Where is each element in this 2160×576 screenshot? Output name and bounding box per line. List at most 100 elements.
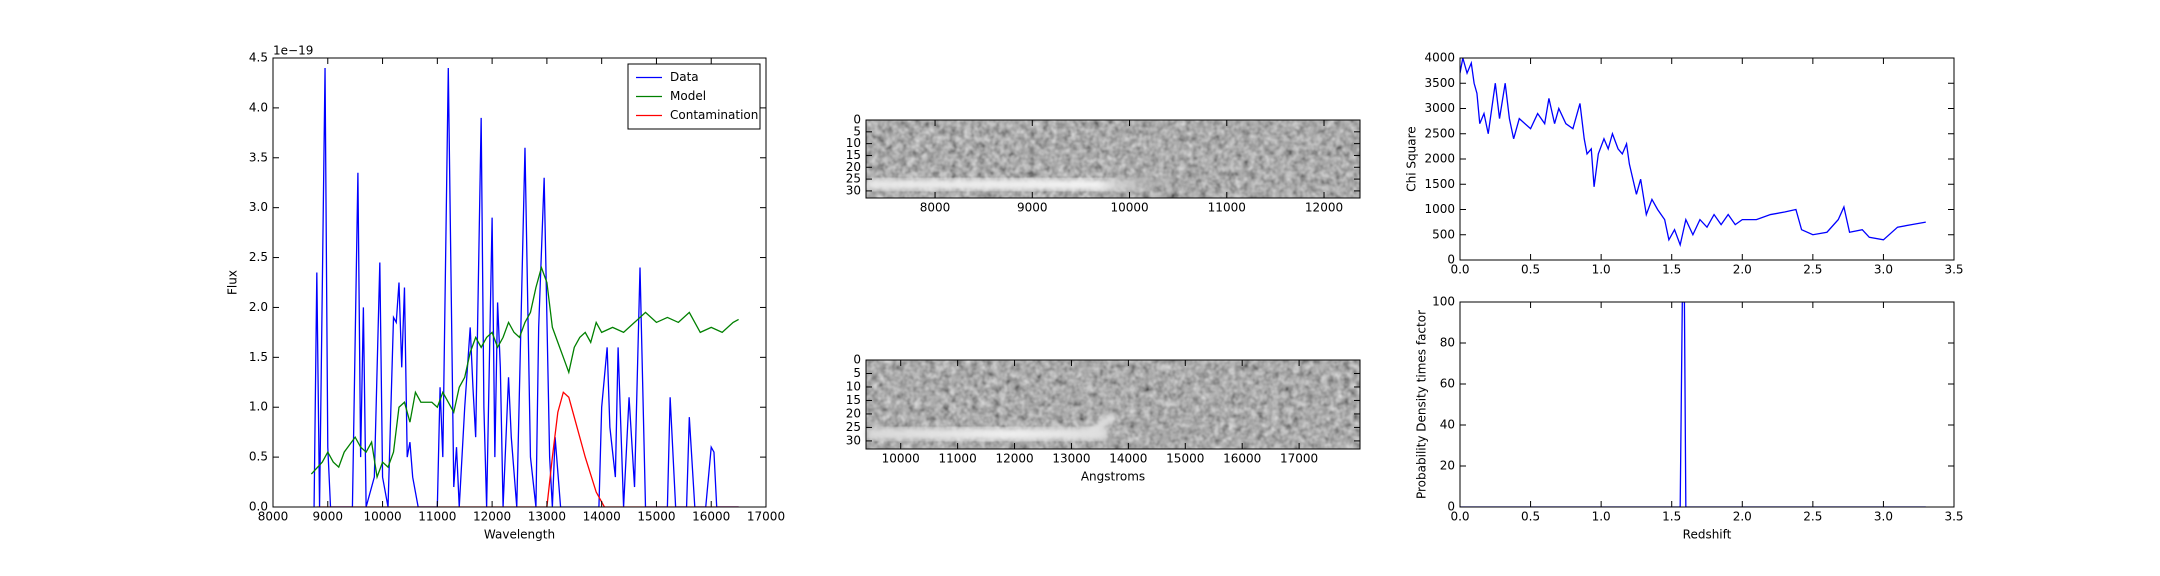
x-tick-label: 0.5 [1521,263,1540,277]
x-tick-label: 15000 [637,510,675,524]
y-tick-label: 20 [846,160,861,174]
line [316,391,739,507]
y-axis-label: Chi Square [1405,126,1419,191]
x-tick-label: 14000 [583,510,621,524]
plot-area [1460,302,1926,507]
x-tick-label: 17000 [1280,452,1318,466]
y-tick-label: 20 [846,406,861,420]
line [313,67,739,507]
y-tick-label: 25 [846,172,861,186]
x-tick-label: 0.0 [1450,510,1469,524]
y-tick-label: 25 [846,420,861,434]
y-tick-label: 5 [853,366,861,380]
y-tick-label: 1000 [1424,202,1455,216]
x-tick-label: 15000 [1166,452,1204,466]
x-tick-label: 1.0 [1592,510,1611,524]
x-tick-label: 12000 [995,452,1033,466]
line [1460,58,1926,248]
y-tick-label: 80 [1440,336,1455,350]
x-tick-label: 11000 [1208,201,1246,215]
y-tick-label: 2.5 [249,250,268,264]
x-tick-label: 12000 [473,510,511,524]
y-tick-label: 1.5 [249,350,268,364]
x-tick-label: 1.5 [1662,263,1681,277]
x-tick-label: 16000 [692,510,730,524]
line [1460,302,1926,507]
y-tick-label: 3500 [1424,76,1455,90]
x-tick-label: 11000 [939,452,977,466]
x-tick-label: 9000 [313,510,344,524]
y-tick-label: 4000 [1424,51,1455,65]
y-tick-label: 30 [846,433,861,447]
y-tick-label: 4.0 [249,100,268,114]
x-tick-label: 11000 [418,510,456,524]
spectrum-image-1 [866,120,1360,198]
x-tick-label: 16000 [1223,452,1261,466]
y-tick-label: 0 [853,353,861,367]
y-tick-label: 0 [1447,500,1455,514]
y-tick-label: 10 [846,136,861,150]
y-tick-label: 0.0 [249,500,268,514]
y-tick-label: 500 [1432,227,1455,241]
legend-label: Model [670,89,706,103]
x-axis-label: Angstroms [1081,470,1145,484]
legend-label: Contamination [670,108,758,122]
image-trace [1080,413,1116,438]
x-axis-label: Wavelength [484,528,555,542]
y-tick-label: 1500 [1424,177,1455,191]
y-tick-label: 3.0 [249,200,268,214]
y-tick-label: 40 [1440,418,1455,432]
y-tick-label: 1.0 [249,400,268,414]
axes-frame [865,119,1361,199]
x-tick-label: 2.5 [1803,510,1822,524]
x-tick-label: 3.0 [1874,510,1893,524]
x-tick-label: 8000 [920,201,951,215]
image-trace [866,179,1196,190]
image-trace [866,428,1108,440]
y-tick-label: 3.5 [249,150,268,164]
y-tick-label: 20 [1440,459,1455,473]
axes-frame [272,57,767,508]
offset-text: 1e−19 [273,44,313,58]
x-tick-label: 14000 [1109,452,1147,466]
y-tick-label: 100 [1432,295,1455,309]
x-tick-label: 0.0 [1450,263,1469,277]
y-tick-label: 60 [1440,377,1455,391]
y-axis-label: Probability Density times factor [1415,310,1429,499]
x-tick-label: 10000 [1110,201,1148,215]
y-tick-label: 15 [846,393,861,407]
y-tick-label: 30 [846,183,861,197]
y-tick-label: 0 [1447,253,1455,267]
y-tick-label: 2000 [1424,152,1455,166]
plot-area [310,67,739,507]
axes-frame [1459,301,1955,508]
legend-label: Data [670,70,699,84]
x-tick-label: 3.5 [1944,263,1963,277]
x-tick-label: 10000 [882,452,920,466]
x-tick-label: 12000 [1305,201,1343,215]
y-tick-label: 3000 [1424,101,1455,115]
x-axis-label: Redshift [1683,528,1732,542]
plot-area [1460,58,1926,248]
y-tick-label: 4.5 [249,51,268,65]
axes-frame [1459,57,1955,261]
axes-frame [865,359,1361,450]
x-tick-label: 8000 [258,510,289,524]
x-tick-label: 9000 [1017,201,1048,215]
y-tick-label: 15 [846,148,861,162]
y-tick-label: 10 [846,379,861,393]
y-tick-label: 2.0 [249,300,268,314]
x-tick-label: 2.0 [1733,510,1752,524]
y-tick-label: 0.5 [249,450,268,464]
x-tick-label: 2.5 [1803,263,1822,277]
x-tick-label: 17000 [747,510,785,524]
y-tick-label: 0 [853,113,861,127]
x-tick-label: 3.5 [1944,510,1963,524]
x-tick-label: 10000 [363,510,401,524]
spectrum-image-2 [866,360,1360,449]
x-tick-label: 13000 [528,510,566,524]
x-tick-label: 3.0 [1874,263,1893,277]
x-tick-label: 1.0 [1592,263,1611,277]
x-tick-label: 2.0 [1733,263,1752,277]
